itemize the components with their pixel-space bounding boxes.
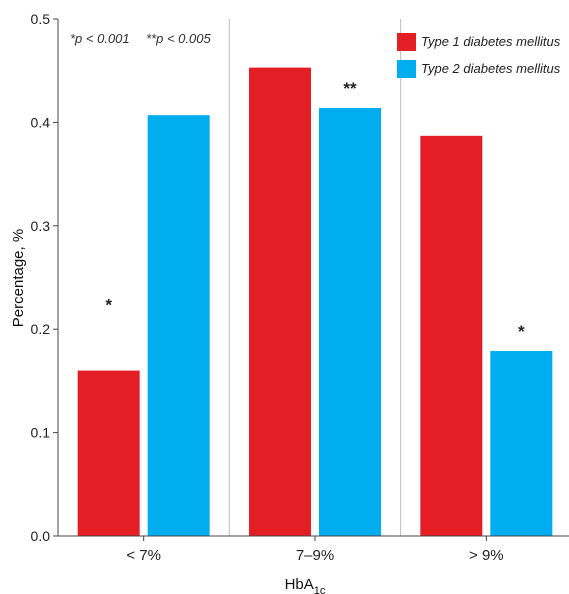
p-note-2: **p < 0.005 (146, 31, 211, 46)
category-separators (228, 19, 402, 536)
y-axis-ticks: 0.0 0.1 0.2 0.3 0.4 0.5 (31, 11, 58, 544)
y-tick-label: 0.5 (31, 11, 51, 27)
significance-marker: ** (343, 79, 357, 98)
legend-swatch-type2 (397, 60, 416, 78)
bar-type2-0 (147, 115, 210, 537)
x-tick-label: 7–9% (296, 547, 334, 564)
bar-type1-0 (77, 370, 140, 536)
x-tick-label: < 7% (126, 547, 161, 564)
legend-swatch-type1 (397, 33, 416, 51)
legend: Type 1 diabetes mellitus Type 2 diabetes… (397, 33, 561, 78)
x-axis-title-sub: 1c (314, 585, 326, 594)
bar-type2-1 (319, 107, 381, 536)
x-axis-title: HbA1c (285, 576, 326, 594)
y-tick-label: 0.2 (31, 321, 51, 337)
bar-type2-2 (490, 350, 553, 536)
bar-type1-1 (249, 67, 311, 537)
bar-type1-2 (420, 135, 483, 537)
bars-group (77, 67, 553, 537)
significance-marker: * (518, 322, 525, 341)
x-axis-ticks: < 7% 7–9% > 9% (126, 536, 504, 564)
y-axis-title: Percentage, % (10, 229, 27, 327)
y-tick-label: 0.0 (31, 528, 51, 544)
significance-markers: **** (105, 79, 525, 341)
legend-label-type2: Type 2 diabetes mellitus (421, 61, 561, 76)
y-tick-label: 0.4 (31, 114, 51, 130)
legend-label-type1: Type 1 diabetes mellitus (421, 34, 561, 49)
y-tick-label: 0.3 (31, 218, 51, 234)
x-tick-label: > 9% (469, 547, 504, 564)
y-tick-label: 0.1 (31, 425, 51, 441)
x-axis-title-main: HbA (285, 576, 314, 593)
p-note-1: *p < 0.001 (70, 31, 130, 46)
significance-marker: * (105, 296, 112, 315)
